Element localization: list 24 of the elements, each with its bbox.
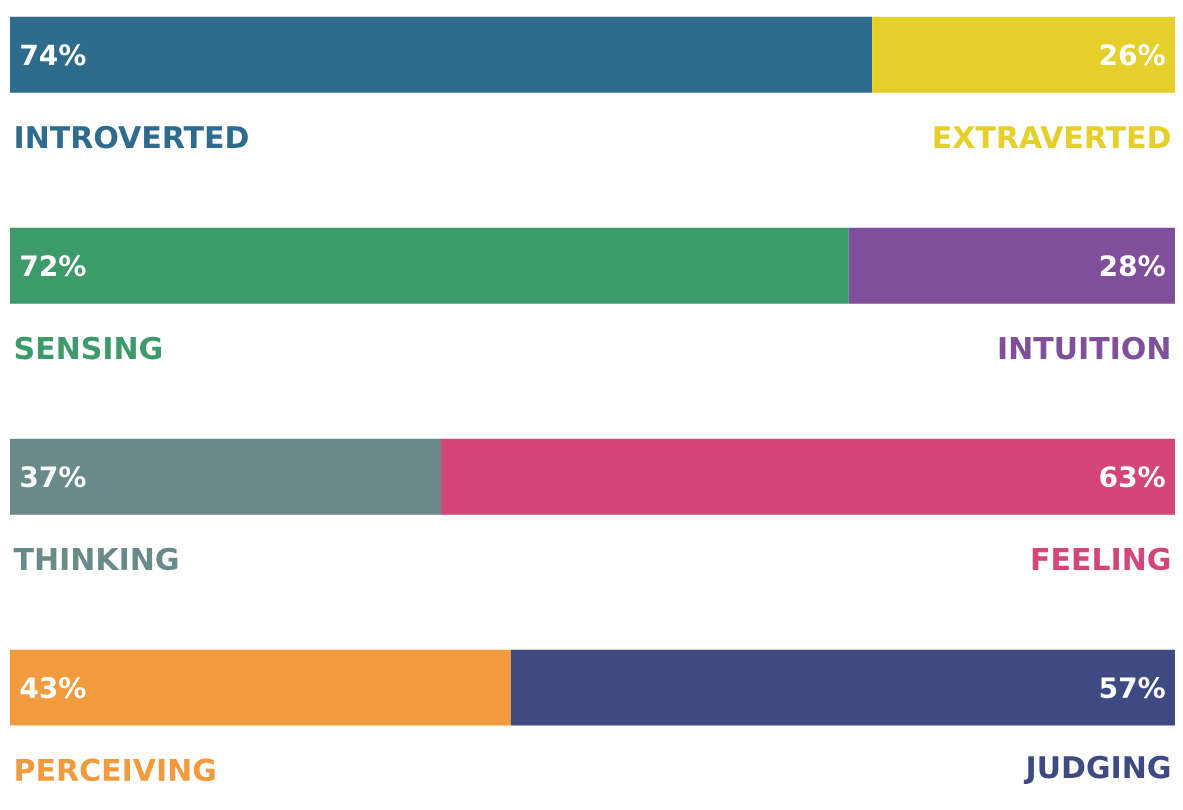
bar bbox=[441, 438, 1175, 515]
data-label: 74% bbox=[21, 44, 86, 66]
annotation: FEELING bbox=[1032, 547, 1170, 571]
data-label: 37% bbox=[21, 466, 86, 488]
bar bbox=[510, 649, 1175, 726]
data-label: 26% bbox=[1100, 44, 1165, 66]
bar bbox=[10, 16, 873, 93]
data-label: 72% bbox=[21, 255, 86, 277]
annotation: JUDGING bbox=[1023, 755, 1170, 785]
data-label: 57% bbox=[1100, 677, 1165, 699]
y-tick-label: SENSING bbox=[15, 336, 162, 360]
y-tick-label: THINKING bbox=[13, 547, 178, 571]
annotation: EXTRAVERTED bbox=[934, 126, 1170, 149]
data-label: 43% bbox=[20, 677, 86, 699]
annotation: INTUITION bbox=[999, 336, 1169, 360]
bar bbox=[10, 227, 849, 304]
bar bbox=[10, 649, 511, 726]
bar bbox=[848, 227, 1175, 304]
bar bbox=[10, 438, 442, 515]
y-tick-label: INTROVERTED bbox=[16, 125, 248, 149]
data-label: 28% bbox=[1100, 255, 1165, 277]
y-tick-label: PERCEIVING bbox=[16, 758, 215, 782]
bar bbox=[872, 16, 1175, 93]
data-label: 63% bbox=[1100, 466, 1165, 488]
